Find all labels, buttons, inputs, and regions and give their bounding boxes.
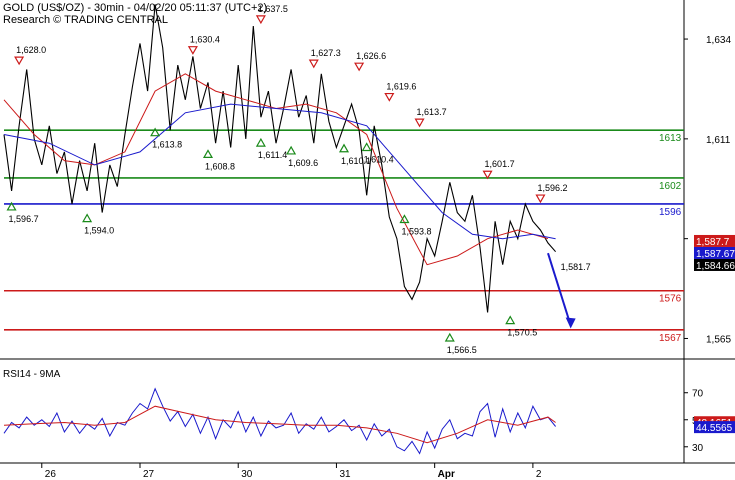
swing-high-marker (187, 46, 198, 55)
price-badge-bg (694, 246, 735, 259)
swing-high-marker (308, 59, 319, 69)
swing-low-marker (150, 127, 161, 137)
swing-low-label: 1,608.8 (205, 161, 235, 171)
level-label-1602: 1602 (659, 181, 682, 192)
swing-low-label: 1,570.5 (507, 328, 537, 338)
rsi-panel: RSI14 - 9MA 30507048.165144.5565 (3, 369, 735, 455)
x-tick-label: 30 (241, 469, 253, 480)
swing-high-label: 1,637.5 (258, 4, 288, 14)
level-label-1567: 1567 (659, 333, 682, 344)
price-badge: 1,587.7 (696, 237, 730, 248)
swing-high-marker (354, 62, 365, 72)
swing-high-marker (14, 56, 25, 66)
rsi-badge: 44.5565 (696, 423, 733, 434)
swing-low-label: 1,611.4 (258, 150, 287, 160)
swing-high-label: 1,613.7 (417, 107, 447, 117)
forecast-arrowhead (565, 317, 576, 329)
series-rsi (3, 387, 556, 455)
swing-high-label: 1,596.2 (537, 183, 567, 193)
series-forecast (547, 252, 572, 326)
swing-low-label: 1,593.8 (401, 226, 431, 236)
swing-low-label: 1,596.7 (9, 214, 39, 224)
forecast-label: 1,581.7 (561, 262, 591, 272)
rsi-panel-title: RSI14 - 9MA (3, 369, 61, 380)
price-badge: 1,587.67 (696, 249, 735, 260)
swing-low-label: 1,613.8 (152, 140, 182, 150)
swing-high-label: 1,628.0 (16, 45, 46, 55)
swing-low-marker (255, 137, 266, 147)
series-price (3, 4, 557, 313)
swing-high-label: 1,626.6 (356, 51, 386, 61)
price-y-tick-label: 1,634 (706, 35, 731, 46)
swing-low-marker (202, 149, 214, 159)
swing-low-marker (444, 332, 455, 342)
swing-low-marker (82, 213, 93, 223)
swing-high-marker (482, 170, 493, 180)
chart-title: GOLD (US$/OZ) - 30min - 04/02/20 05:11:3… (3, 2, 268, 14)
swing-low-marker (399, 214, 410, 224)
price-badge: 1,584.66 (696, 261, 735, 272)
price-badge-bg (694, 234, 735, 247)
swing-low-marker (338, 143, 350, 153)
chart-subtitle: Research © TRADING CENTRAL (3, 14, 168, 26)
swing-low-label: 1,610.1 (341, 156, 371, 166)
price-badge-bg (694, 258, 735, 271)
swing-low-label: 1,610.4 (364, 154, 394, 164)
rsi-y-tick-label: 70 (692, 389, 704, 400)
swing-low-marker (286, 145, 297, 155)
swing-low-marker (505, 315, 516, 325)
swing-high-marker (255, 15, 266, 25)
swing-high-label: 1,619.6 (386, 82, 416, 92)
level-label-1576: 1576 (659, 294, 682, 305)
swing-high-marker (535, 194, 546, 204)
x-tick-label: Apr (438, 469, 455, 480)
x-axis: 26 27 30 31 Apr 2 (0, 462, 735, 480)
level-label-1613: 1613 (659, 133, 682, 144)
level-label-1596: 1596 (659, 207, 682, 218)
swing-high-marker (414, 118, 425, 128)
x-tick-label: 27 (143, 469, 155, 480)
price-y-tick-label: 1,611 (706, 135, 731, 146)
x-tick-label: 26 (45, 469, 57, 480)
swing-low-marker (361, 142, 372, 152)
series-ma-fast (3, 73, 549, 266)
series-ma-slow (3, 103, 556, 240)
swing-high-label: 1,601.7 (485, 159, 515, 169)
swing-high-label: 1,627.3 (311, 48, 341, 58)
series-rsi-ma (3, 405, 556, 444)
swing-low-label: 1,594.0 (84, 226, 114, 236)
x-tick-label: 31 (339, 469, 351, 480)
price-panel: 1,5651,5881,6111,63416131602159615761567… (0, 0, 735, 463)
price-y-tick-label: 1,565 (706, 334, 731, 345)
swing-high-label: 1,630.4 (190, 35, 220, 45)
swing-high-marker (384, 92, 395, 102)
swing-low-marker (6, 201, 17, 211)
swing-low-label: 1,609.6 (288, 158, 318, 168)
x-tick-label: 2 (536, 469, 542, 480)
rsi-badge-bg (694, 421, 735, 434)
rsi-y-tick-label: 30 (692, 443, 704, 454)
swing-low-label: 1,566.5 (447, 345, 477, 355)
